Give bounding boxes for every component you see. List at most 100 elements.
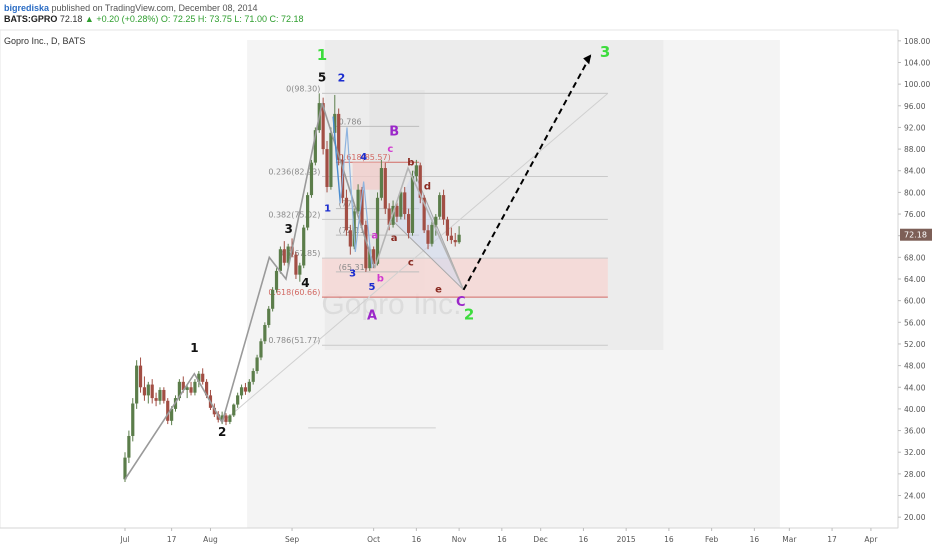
x-tick-label: Mar: [782, 535, 797, 544]
y-tick-label: 20.00: [904, 513, 926, 522]
subwave-path: [339, 127, 373, 269]
candle-body: [368, 249, 372, 269]
y-tick-label: 104.00: [904, 58, 930, 67]
candle-body: [426, 230, 430, 244]
fib-label: 0.618(60.66): [268, 288, 320, 297]
candle-body: [131, 403, 135, 436]
inner-fib-label: 0.786: [339, 117, 362, 126]
y-tick-label: 76.00: [904, 210, 926, 219]
candle-body: [414, 165, 418, 177]
wave-label: b: [407, 157, 414, 168]
y-tick-label: 84.00: [904, 167, 926, 176]
candle-body: [438, 195, 442, 217]
y-tick-label: 68.00: [904, 253, 926, 262]
candle-body: [146, 384, 150, 396]
candle-body: [193, 381, 197, 393]
candle-body: [274, 270, 279, 290]
y-tick-label: 32.00: [904, 448, 926, 457]
candle-body: [344, 197, 349, 231]
candle-body: [333, 113, 337, 133]
x-tick-label: 16: [412, 535, 422, 544]
wave-label: A: [367, 309, 377, 324]
y-tick-label: 80.00: [904, 188, 926, 197]
candle-body: [453, 240, 457, 243]
y-tick-label: 52.00: [904, 340, 926, 349]
wave-label: d: [424, 182, 431, 193]
wave-label: b: [377, 274, 384, 285]
wave-label: a: [391, 233, 398, 244]
candle-body: [197, 373, 201, 382]
candle-body: [395, 205, 399, 217]
wave-label: 3: [285, 222, 293, 236]
candle-body: [356, 189, 360, 212]
price-tag-label: 72.18: [904, 231, 927, 240]
candle-body: [201, 373, 205, 382]
candle-body: [434, 216, 438, 225]
wave-label: c: [408, 257, 414, 268]
candle-body: [457, 234, 461, 243]
candle-body: [383, 168, 387, 209]
wave-label: 4: [301, 276, 309, 290]
candle-body: [372, 249, 376, 264]
inner-fib-label: 0.618(85.57): [339, 153, 391, 162]
author-link[interactable]: bigrediska: [4, 3, 50, 13]
last-price: 72.18: [59, 14, 83, 24]
candle-body: [212, 407, 216, 415]
candle-body: [410, 176, 415, 233]
candle-body: [236, 395, 240, 405]
candle-body: [387, 208, 391, 225]
y-tick-label: 64.00: [904, 275, 926, 284]
candle-body: [154, 398, 158, 401]
x-tick-label: Apr: [864, 535, 878, 544]
candle-body: [135, 365, 139, 404]
candle-body: [247, 381, 251, 392]
fib-label: 0.5(67.85): [278, 249, 320, 258]
wave-label: C: [456, 295, 466, 310]
candle-body: [185, 387, 189, 390]
candle-body: [271, 289, 275, 309]
wave-label: B: [389, 125, 399, 140]
symbol-label: BATS:GPRO: [4, 14, 58, 24]
candle-body: [123, 457, 127, 480]
candle-body: [321, 103, 325, 150]
x-tick-label: 16: [750, 535, 760, 544]
y-tick-label: 60.00: [904, 297, 926, 306]
x-tick-label: Nov: [452, 535, 467, 544]
candle-body: [286, 246, 290, 263]
candle-body: [177, 381, 181, 399]
candle-body: [127, 435, 131, 458]
candle-body: [228, 415, 232, 422]
x-tick-label: 17: [167, 535, 177, 544]
candle-body: [204, 381, 209, 396]
candle-body: [243, 387, 248, 392]
candle-body: [348, 230, 352, 247]
wave-label: e: [435, 285, 442, 296]
candle-body: [220, 415, 224, 420]
x-tick-label: Aug: [203, 535, 218, 544]
y-tick-label: 56.00: [904, 318, 926, 327]
ohlc-label: O: 72.25 H: 73.75 L: 71.00 C: 72.18: [160, 14, 304, 24]
x-tick-label: 16: [664, 535, 674, 544]
wave-label: 1: [317, 46, 327, 64]
candle-body: [309, 162, 314, 196]
x-tick-label: 2015: [617, 535, 636, 544]
y-tick-label: 96.00: [904, 102, 926, 111]
subwave-path: [332, 116, 342, 204]
wave-label: 3: [600, 43, 610, 61]
candle-body: [239, 387, 244, 396]
y-tick-label: 92.00: [904, 123, 926, 132]
candle-body: [263, 325, 267, 342]
x-tick-label: 16: [497, 535, 507, 544]
wave-label: a: [371, 230, 378, 241]
y-tick-label: 48.00: [904, 362, 926, 371]
x-tick-label: Sep: [285, 535, 299, 544]
trend-line: [221, 92, 609, 423]
fib-label: 0.382(75.02): [268, 210, 320, 219]
projection-arrow: [462, 53, 593, 291]
candle-body: [305, 195, 310, 228]
y-tick-label: 44.00: [904, 383, 926, 392]
wave-label: 3: [349, 268, 356, 279]
wave-label: 1: [190, 341, 198, 355]
candle-body: [337, 113, 341, 160]
